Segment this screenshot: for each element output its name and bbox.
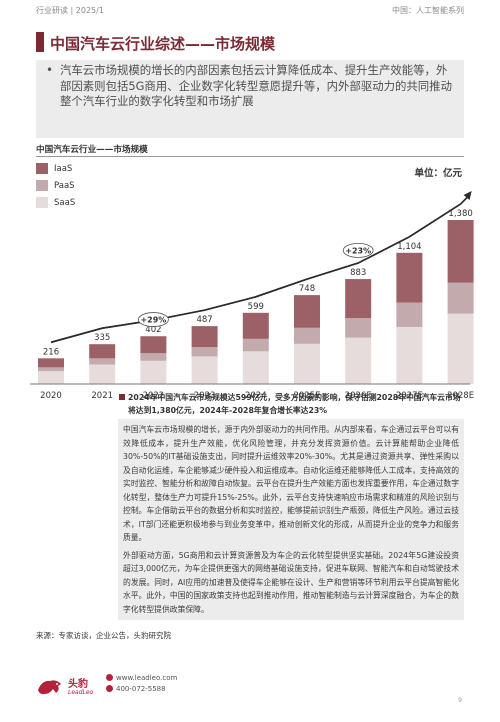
bar-saas-2027E	[396, 326, 423, 384]
globe-icon	[106, 674, 113, 681]
total-label-2025E: 748	[299, 284, 315, 294]
bar-saas-2023	[191, 356, 218, 384]
intro-box: • 汽车云市场规模的增长的内部因素包括云计算降低成本、提升生产效能等，外部因素则…	[36, 60, 464, 138]
bar-iaas-2021	[89, 344, 116, 359]
page-number: 9	[458, 697, 462, 704]
summary-text: 2024年中国汽车云市场规模达599亿元，受多方因素的影响，保守估测2028年中…	[128, 393, 461, 415]
title-accent-bar	[36, 32, 44, 52]
legend-swatch-iaas	[36, 163, 48, 174]
bar-saas-2020	[38, 371, 64, 384]
total-label-2024: 599	[248, 302, 264, 312]
x-tick-label-2021: 2021	[91, 391, 113, 401]
bar-paas-2025E	[294, 327, 320, 344]
total-label-2026E: 883	[350, 268, 366, 278]
bar-iaas-2027E	[396, 252, 423, 303]
bar-iaas-2026E	[345, 279, 372, 319]
bar-paas-2027E	[396, 302, 423, 327]
x-tick-label-2025E: 2025E	[293, 391, 320, 401]
bullet-icon: •	[46, 63, 54, 77]
bar-iaas-2028E	[447, 220, 474, 283]
x-tick-label-2020: 2020	[40, 391, 62, 401]
growth-label-2: +23%	[345, 246, 371, 255]
leopard-logo-icon	[38, 680, 61, 695]
total-label-2021: 335	[94, 333, 110, 343]
bar-iaas-2024	[242, 312, 269, 339]
legend-item-iaas: IaaS	[36, 161, 75, 176]
intro-text: 汽车云市场规模的增长的内部因素包括云计算降低成本、提升生产效能等，外部因素则包括…	[60, 63, 452, 108]
header-right: 中国：人工智能系列	[392, 6, 464, 15]
source-note: 来源：专家访谈，企业公告，头豹研究院	[36, 631, 171, 640]
bar-saas-2028E	[447, 313, 474, 384]
footer-phone: 400-072-5588	[106, 685, 166, 693]
bar-iaas-2022	[140, 336, 167, 354]
total-label-2027E: 1,104	[397, 242, 421, 252]
footer-brand: 头豹	[68, 679, 88, 690]
growth-label-1: +29%	[140, 316, 166, 325]
legend-label-paas: PaaS	[54, 180, 75, 191]
legend-item-saas: SaaS	[36, 195, 75, 210]
footer-url[interactable]: www.leadleo.com	[106, 674, 177, 682]
bar-paas-2028E	[447, 282, 474, 314]
trend-arrow-tail	[50, 195, 470, 344]
chart-legend: IaaS PaaS SaaS	[36, 161, 75, 212]
x-tick-label-2027E: 2027E	[396, 391, 423, 401]
bar-paas-2020	[38, 367, 64, 372]
x-tick-label-2023: 2023	[194, 391, 216, 401]
body-paragraph-1: 中国汽车云市场规模的增长，源于内外部驱动力的共同作用。从内部来看，车企通过云平台…	[123, 425, 459, 542]
trend-arrow-head	[463, 191, 472, 200]
total-label-2023: 487	[196, 315, 212, 325]
x-tick-label-2028E: 2028E	[447, 391, 474, 401]
bar-paas-2026E	[345, 318, 372, 338]
bar-saas-2024	[242, 351, 269, 384]
footer-url-text[interactable]: www.leadleo.com	[116, 674, 178, 682]
total-label-2028E: 1,380	[448, 209, 472, 219]
x-tick-label-2022: 2022	[143, 391, 165, 401]
legend-label-saas: SaaS	[54, 197, 76, 208]
page-header: 行业研读 | 2025/1 中国：人工智能系列	[0, 0, 500, 17]
bar-paas-2024	[242, 338, 269, 352]
header-left: 行业研读 | 2025/1	[36, 6, 104, 15]
footer-brand-sub: LeadLeo	[68, 689, 94, 696]
growth-badge-1	[137, 312, 169, 327]
chart-unit: 单位：亿元	[414, 168, 462, 179]
total-label-2022: 402	[145, 325, 161, 335]
bar-iaas-2023	[191, 326, 218, 348]
bar-paas-2021	[89, 358, 116, 365]
summary-marker	[119, 394, 125, 400]
body-box: 中国汽车云市场规模的增长，源于内外部驱动力的共同作用。从内部来看，车企通过云平台…	[118, 419, 464, 620]
legend-swatch-saas	[36, 197, 48, 208]
page-title: 中国汽车云行业综述——市场规模	[50, 35, 276, 53]
bar-saas-2025E	[294, 343, 320, 384]
bar-iaas-2025E	[294, 295, 320, 328]
bar-saas-2022	[140, 360, 167, 384]
bar-saas-2026E	[345, 337, 372, 384]
bar-iaas-2020	[38, 358, 64, 368]
summary: 2024年中国汽车云市场规模达599亿元，受多方因素的影响，保守估测2028年中…	[119, 391, 468, 417]
legend-swatch-paas	[36, 180, 48, 191]
footer-phone-text: 400-072-5588	[116, 685, 166, 693]
x-tick-label-2024: 2024	[245, 391, 267, 401]
x-tick-label-2026E: 2026E	[345, 391, 372, 401]
body-paragraph-2: 外部驱动方面，5G商用和云计算资源普及为车企的云化转型提供坚实基础。2024年5…	[123, 550, 459, 614]
legend-item-paas: PaaS	[36, 178, 75, 193]
phone-icon	[106, 685, 113, 692]
bar-paas-2023	[191, 347, 218, 357]
growth-badge-2	[342, 243, 374, 258]
bar-paas-2022	[140, 353, 167, 361]
chart-heading: 中国汽车云行业——市场规模	[36, 145, 148, 155]
chart-divider	[36, 156, 464, 157]
bar-saas-2021	[89, 364, 116, 384]
legend-label-iaas: IaaS	[54, 163, 73, 174]
total-label-2020: 216	[43, 347, 59, 357]
